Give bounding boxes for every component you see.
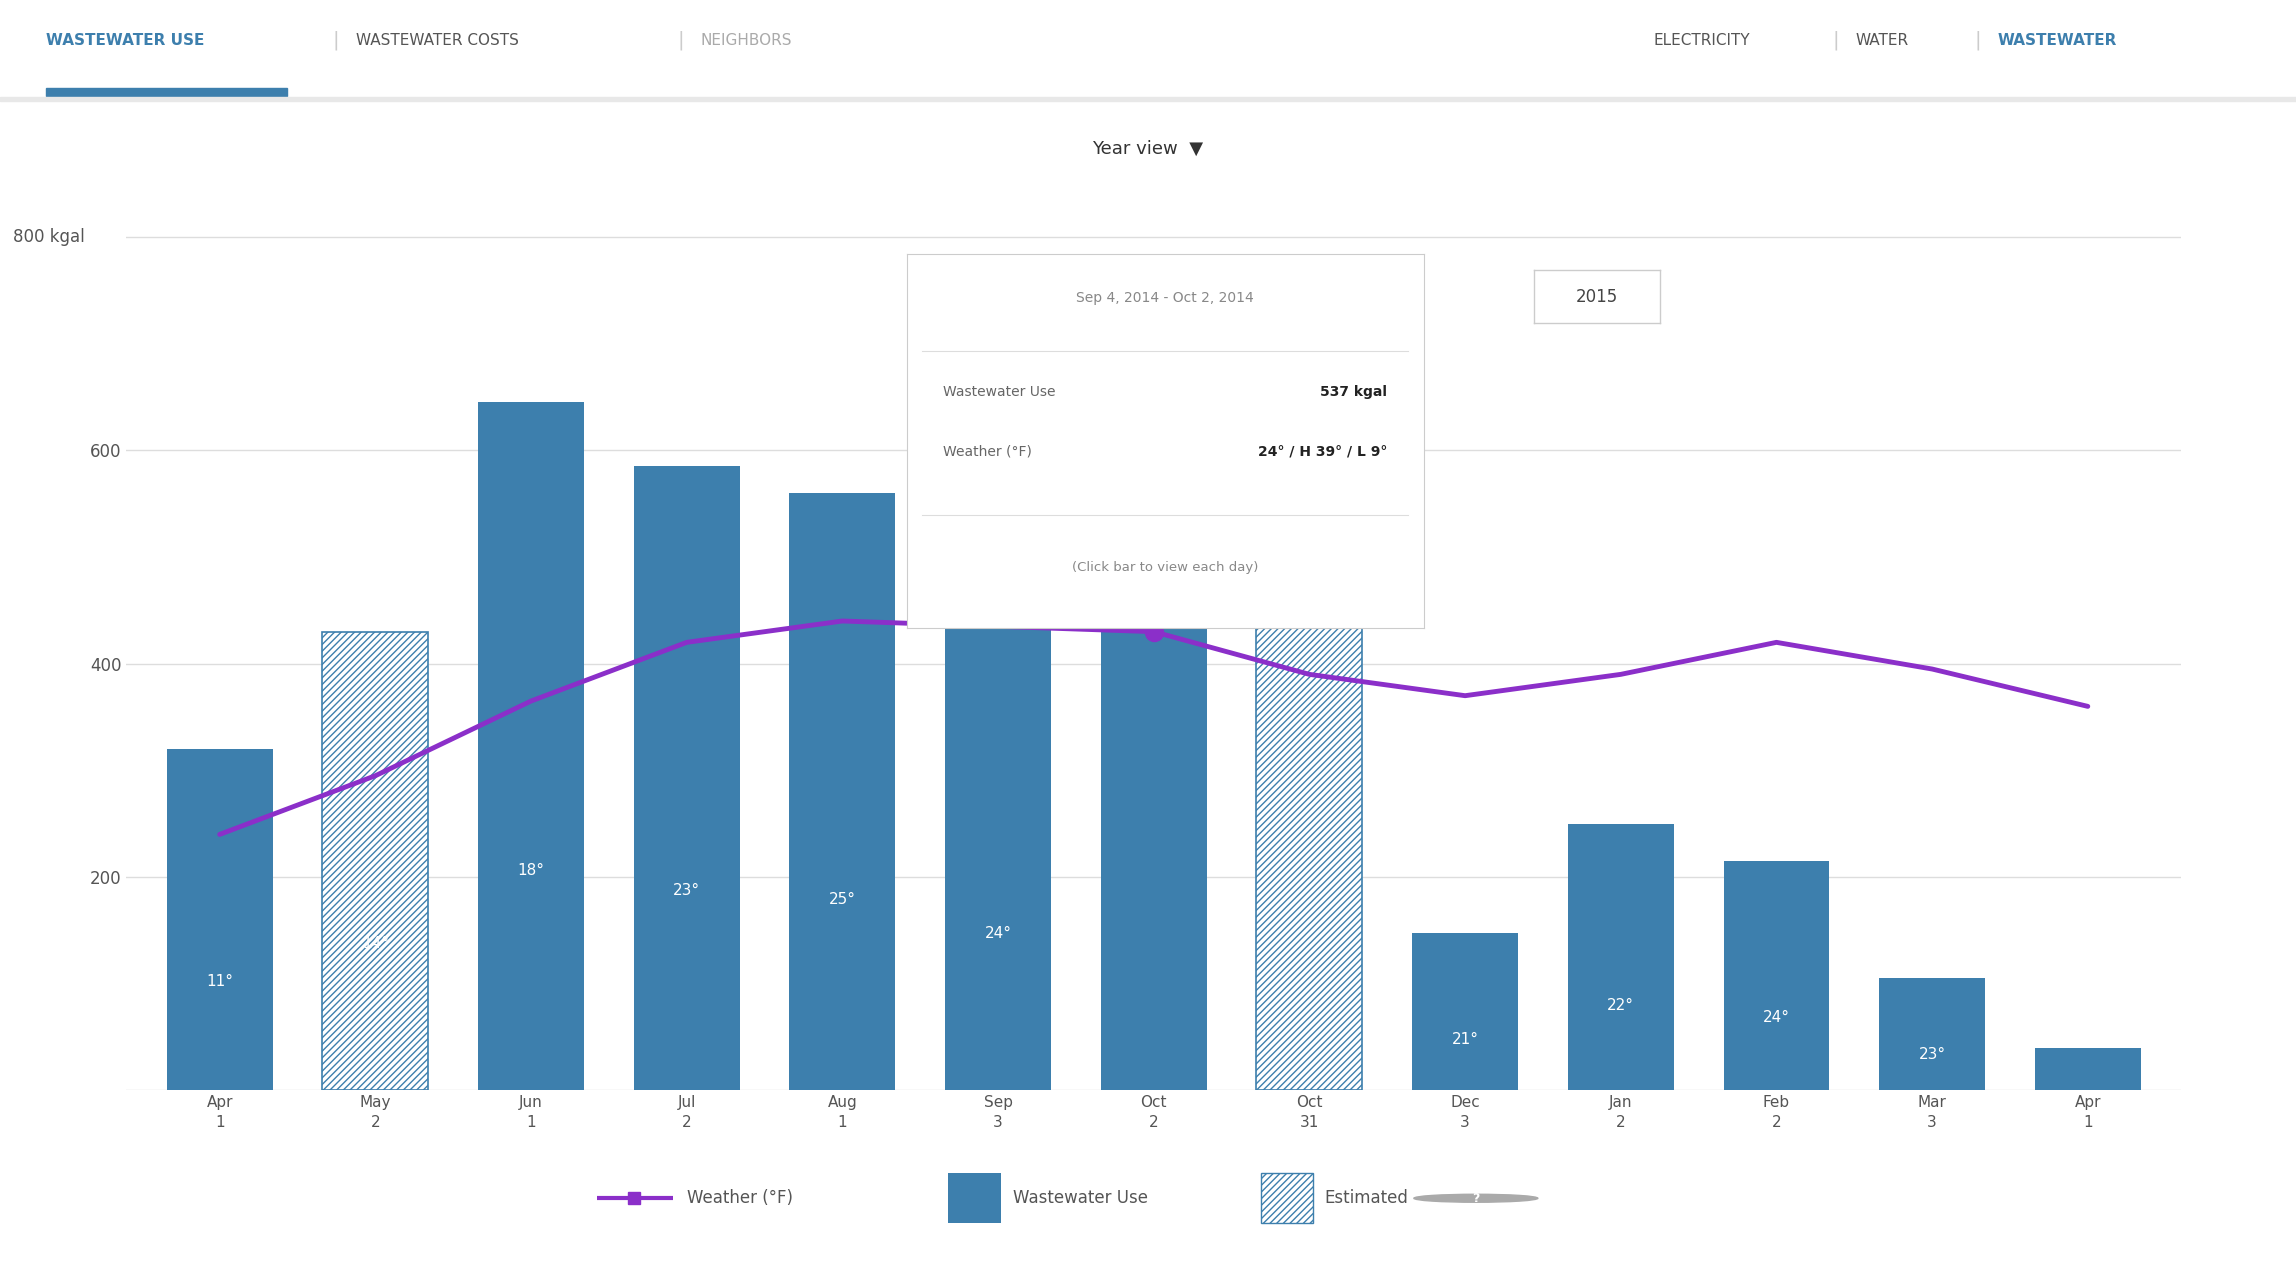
Text: |: | bbox=[677, 30, 684, 51]
Text: WATER: WATER bbox=[1855, 33, 1908, 48]
Text: 23°: 23° bbox=[1919, 1047, 1945, 1063]
Text: Estimated: Estimated bbox=[1325, 1189, 1407, 1207]
Bar bbox=[46, 89, 287, 96]
Bar bbox=[321, 631, 429, 1090]
Text: 14°: 14° bbox=[363, 936, 388, 951]
Text: 23°: 23° bbox=[673, 884, 700, 898]
Text: 537 kgal: 537 kgal bbox=[1320, 385, 1387, 399]
Bar bbox=[1256, 568, 1362, 1090]
Text: WASTEWATER USE: WASTEWATER USE bbox=[46, 33, 204, 48]
Bar bbox=[1261, 1173, 1313, 1224]
Bar bbox=[168, 749, 273, 1090]
Text: 2015: 2015 bbox=[1575, 288, 1619, 306]
Bar bbox=[1568, 824, 1674, 1090]
Bar bbox=[1412, 932, 1518, 1090]
Text: |: | bbox=[1832, 30, 1839, 51]
Circle shape bbox=[1414, 1194, 1538, 1202]
Text: 24°: 24° bbox=[1763, 1009, 1791, 1025]
Text: ?: ? bbox=[1472, 1192, 1479, 1205]
Bar bbox=[1724, 861, 1830, 1090]
Text: 22°: 22° bbox=[1607, 998, 1635, 1013]
Bar bbox=[634, 467, 739, 1090]
Bar bbox=[946, 600, 1052, 1090]
Text: 21°: 21° bbox=[1451, 1032, 1479, 1047]
Text: WASTEWATER COSTS: WASTEWATER COSTS bbox=[356, 33, 519, 48]
Text: |: | bbox=[1975, 30, 1981, 51]
Bar bbox=[2034, 1047, 2140, 1090]
Text: Wastewater Use: Wastewater Use bbox=[944, 385, 1056, 399]
Bar bbox=[478, 402, 583, 1090]
Text: 24° / H 39° / L 9°: 24° / H 39° / L 9° bbox=[1258, 445, 1387, 459]
Bar bbox=[0, 98, 2296, 101]
Text: (Click bar to view each day): (Click bar to view each day) bbox=[1072, 562, 1258, 574]
Text: NEIGHBORS: NEIGHBORS bbox=[700, 33, 792, 48]
Text: Weather (°F): Weather (°F) bbox=[944, 445, 1031, 459]
Bar bbox=[321, 631, 429, 1090]
Bar bbox=[1100, 517, 1208, 1090]
Text: 800 kgal: 800 kgal bbox=[14, 228, 85, 246]
Text: 24°: 24° bbox=[985, 926, 1013, 941]
Bar bbox=[790, 493, 895, 1090]
Text: Weather (°F): Weather (°F) bbox=[687, 1189, 792, 1207]
Text: Wastewater Use: Wastewater Use bbox=[1013, 1189, 1148, 1207]
Text: |: | bbox=[333, 30, 340, 51]
Text: WASTEWATER: WASTEWATER bbox=[1998, 33, 2117, 48]
Text: Sep 4, 2014 - Oct 2, 2014: Sep 4, 2014 - Oct 2, 2014 bbox=[1077, 290, 1254, 306]
Bar bbox=[948, 1173, 1001, 1224]
Text: Year view  ▼: Year view ▼ bbox=[1093, 139, 1203, 158]
Text: 25°: 25° bbox=[829, 891, 856, 907]
Text: 11°: 11° bbox=[207, 974, 234, 989]
Text: 18°: 18° bbox=[517, 862, 544, 877]
Bar bbox=[1878, 979, 1986, 1090]
Text: ELECTRICITY: ELECTRICITY bbox=[1653, 33, 1750, 48]
Bar bbox=[1256, 568, 1362, 1090]
